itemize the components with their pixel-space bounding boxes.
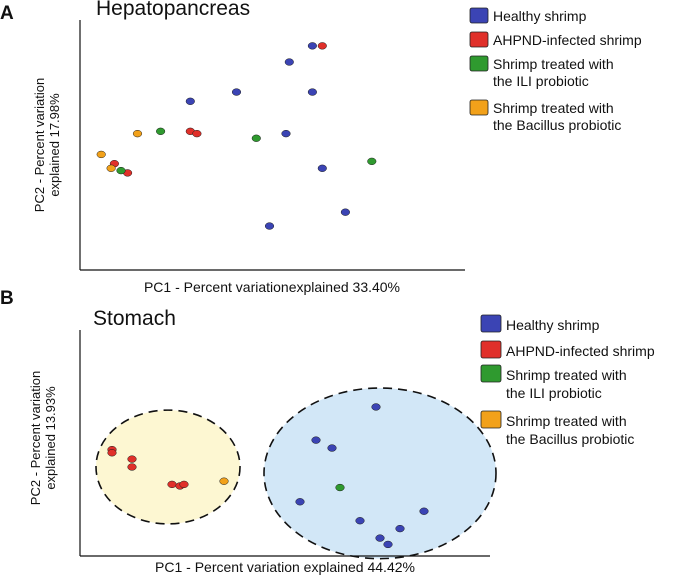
panel-a-point-healthy-shrimp-8 [264,222,275,230]
panel-a-point-shrimp-treated-with-the-ili-probiotic-1 [156,127,166,135]
panel-b-point-healthy-shrimp-3 [327,444,337,452]
panel-a-legend-swatch-2 [469,31,489,48]
panel-a-point-healthy-shrimp-6 [281,129,291,138]
panel-a-point-ahpnd-infected-shrimp-1 [317,42,327,50]
panel-a-point-healthy-shrimp-4 [231,88,242,96]
panel-a-letter: A [0,3,14,24]
panel-a-legend-label-4-line-1: Shrimp treated with [493,100,614,116]
panel-b-point-ahpnd-infected-shrimp-2 [107,449,117,457]
panel-a-point-ahpnd-infected-shrimp-3 [192,129,202,138]
panel-a-legend-label-2: AHPND-infected shrimp [493,32,642,48]
panel-b-point-ahpnd-infected-shrimp-3 [127,455,137,463]
panel-a-point-healthy-shrimp-9 [340,208,350,216]
panel-b-point-shrimp-treated-with-the-ili-probiotic-1 [335,483,345,492]
panel-a-legend-label-4-line-2: the Bacillus probiotic [493,117,621,133]
panel-b-letter: B [0,288,14,309]
panel-a-legend-label-3-line-2: the ILI probiotic [493,73,589,89]
panel-b-y-label-2: explained 13.93% [43,386,58,490]
panel-b-point-healthy-shrimp-1 [371,403,381,411]
panel-b-point-ahpnd-infected-shrimp-5 [167,480,177,489]
panel-a-legend-swatch-3 [469,55,489,72]
panel-b-legend-swatch-1 [480,314,502,333]
panel-a-point-healthy-shrimp-7 [317,164,327,172]
panel-b-cluster-1-ellipse [95,409,241,525]
panel-b-point-healthy-shrimp-7 [395,524,405,533]
panel-b-legend-swatch-4 [480,410,502,429]
panel-b-point-healthy-shrimp-2 [311,436,321,444]
panel-b-legend-label-4-line-2: the Bacillus probiotic [506,431,634,447]
panel-a-point-shrimp-treated-with-the-ili-probiotic-2 [251,134,261,142]
panel-b-point-healthy-shrimp-6 [355,517,365,525]
panel-a-x-label: PC1 - Percent variationexplained 33.40% [144,279,400,295]
panel-a-point-healthy-shrimp-1 [307,42,317,50]
panel-a-legend-label-3-line-1: Shrimp treated with [493,56,614,72]
panel-b-point-healthy-shrimp-5 [419,507,429,515]
panel-a: A Hepatopancreas PC1 - Percent variation… [0,0,642,295]
panel-a-point-shrimp-treated-with-the-ili-probiotic-4 [116,166,126,175]
panel-b: B Stomach PC1 - Percent variation explai… [0,288,655,575]
panel-b-point-healthy-shrimp-4 [295,498,305,506]
panel-b-title: Stomach [93,307,176,330]
panel-b-legend-label-3-line-2: the ILI probiotic [506,385,602,401]
panel-b-legend-label-4-line-1: Shrimp treated with [506,413,627,429]
panel-a-legend-swatch-1 [469,7,489,24]
panel-a-point-healthy-shrimp-2 [284,58,294,66]
panel-b-legend-label-3-line-1: Shrimp treated with [506,367,627,383]
panel-b-x-label: PC1 - Percent variation explained 44.42% [155,559,415,575]
panel-b-point-ahpnd-infected-shrimp-7 [179,480,189,489]
panel-a-title: Hepatopancreas [96,0,250,20]
panel-a-legend-swatch-4 [469,99,489,116]
panel-b-legend: Healthy shrimp AHPND-infected shrimp Shrim… [480,314,655,447]
panel-b-legend-label-1: Healthy shrimp [506,317,600,333]
panel-b-point-ahpnd-infected-shrimp-4 [127,463,137,471]
panel-a-point-shrimp-treated-with-the-bacillus-probiotic-1 [132,129,143,138]
panel-b-legend-swatch-2 [480,340,502,359]
panel-a-point-shrimp-treated-with-the-bacillus-probiotic-3 [106,164,116,172]
panel-a-y-label-2: explained 17.98% [47,93,62,197]
panel-b-cluster-2-ellipse [263,387,497,560]
panel-a-legend: Healthy shrimp AHPND-infected shrimp Shrim… [469,7,642,133]
panel-b-point-healthy-shrimp-8 [375,534,385,542]
panel-a-legend-label-1: Healthy shrimp [493,8,587,24]
panel-a-point-shrimp-treated-with-the-ili-probiotic-3 [367,157,377,166]
panel-b-point-healthy-shrimp-9 [383,540,393,549]
panel-b-legend-label-2: AHPND-infected shrimp [506,343,655,359]
panel-b-point-shrimp-treated-with-the-bacillus-probiotic-1 [219,477,229,485]
panel-a-point-healthy-shrimp-5 [185,97,195,105]
panel-b-legend-swatch-3 [480,364,502,383]
panel-a-point-healthy-shrimp-3 [307,88,317,96]
panel-a-y-label-1: PC2 - Percent variation [32,78,47,212]
panel-b-y-label-1: PC2 - Percent variation [28,371,43,505]
panel-a-point-shrimp-treated-with-the-bacillus-probiotic-2 [96,150,106,159]
